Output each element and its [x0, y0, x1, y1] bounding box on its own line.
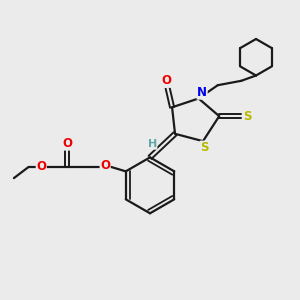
Text: O: O — [161, 74, 171, 87]
Text: O: O — [100, 159, 110, 172]
Text: S: S — [200, 141, 209, 154]
Text: N: N — [197, 86, 207, 99]
Text: O: O — [36, 160, 46, 173]
Text: O: O — [62, 137, 72, 150]
Text: S: S — [244, 110, 252, 123]
Text: H: H — [148, 139, 157, 149]
